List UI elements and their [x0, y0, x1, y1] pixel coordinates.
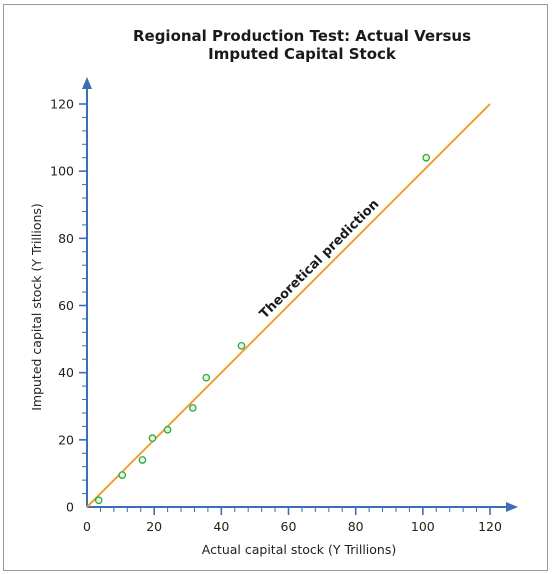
y-tick-label: 80 — [58, 231, 74, 246]
y-tick-label: 100 — [50, 164, 74, 179]
x-tick-label: 80 — [348, 519, 364, 534]
data-point — [237, 341, 246, 350]
x-tick-label: 40 — [213, 519, 229, 534]
annotation-theoretical-prediction: Theoretical prediction — [257, 197, 382, 322]
y-tick-label: 40 — [58, 365, 74, 380]
axes — [79, 77, 518, 515]
data-point — [148, 434, 157, 443]
tick-labels: 0 20 40 60 80 100 120 0 20 40 60 80 100 120 — [50, 97, 502, 535]
data-point — [118, 471, 127, 479]
chart-frame: Regional Production Test: Actual Versus … — [3, 4, 548, 571]
chart-title-line-1: Regional Production Test: Actual Versus — [133, 27, 471, 45]
data-point — [202, 373, 211, 382]
y-tick-label: 60 — [58, 298, 74, 313]
data-point — [94, 496, 103, 505]
data-point — [422, 153, 431, 162]
scatter-points — [94, 153, 431, 505]
x-tick-label: 120 — [478, 519, 502, 534]
data-point — [188, 404, 197, 412]
y-tick-label: 0 — [66, 500, 74, 515]
prediction-line-layer — [86, 103, 491, 508]
y-axis-title: Imputed capital stock (Y Trillions) — [29, 203, 44, 411]
x-tick-label: 0 — [83, 519, 91, 534]
y-tick-label: 20 — [58, 432, 74, 447]
x-tick-label: 20 — [146, 519, 162, 534]
x-axis-arrow — [506, 502, 518, 512]
x-tick-label: 100 — [411, 519, 435, 534]
data-point — [138, 456, 147, 464]
x-tick-label: 60 — [281, 519, 297, 534]
chart-title-line-2: Imputed Capital Stock — [208, 45, 397, 63]
data-point — [163, 425, 172, 434]
y-tick-label: 120 — [50, 97, 74, 112]
x-axis-title: Actual capital stock (Y Trillions) — [202, 542, 397, 557]
theoretical-prediction-line — [86, 103, 491, 508]
annotation-background — [264, 203, 375, 315]
chart-canvas: Regional Production Test: Actual Versus … — [29, 27, 518, 557]
y-axis-arrow — [82, 77, 92, 89]
